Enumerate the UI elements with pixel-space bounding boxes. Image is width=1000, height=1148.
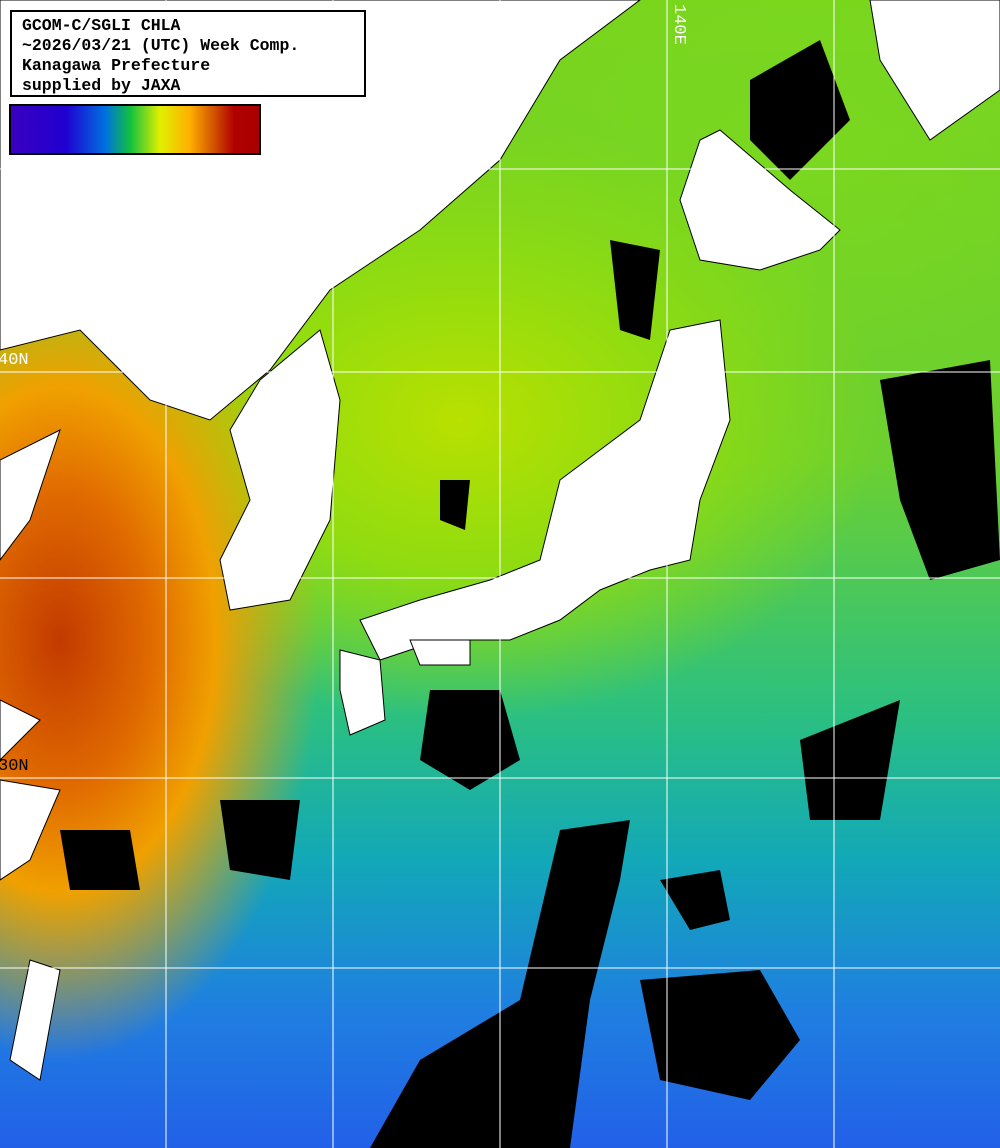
title-product: GCOM-C/SGLI CHLA	[22, 16, 181, 35]
land-shikoku	[409, 639, 471, 666]
title-box: GCOM-C/SGLI CHLA ~2026/03/21 (UTC) Week …	[10, 10, 366, 97]
land-taiwan	[9, 959, 61, 1081]
title-region: Kanagawa Prefecture	[22, 56, 211, 75]
color-scale-bar	[9, 104, 261, 155]
title-date: ~2026/03/21 (UTC) Week Comp.	[22, 36, 300, 55]
land-kyushu	[339, 649, 386, 736]
land-honshu	[359, 319, 731, 661]
lat-label-40n: 40N	[0, 351, 29, 370]
land-china-coast	[0, 429, 61, 561]
land-hokkaido	[679, 129, 841, 271]
land-china-south	[0, 699, 61, 881]
title-credit: supplied by JAXA	[22, 76, 181, 95]
cloud-masks	[60, 40, 1000, 1148]
lat-label-30n: 30N	[0, 757, 29, 776]
land-korea	[219, 329, 341, 611]
lon-label-140e: 140E	[669, 4, 688, 45]
land-sakhalin	[869, 0, 1000, 141]
